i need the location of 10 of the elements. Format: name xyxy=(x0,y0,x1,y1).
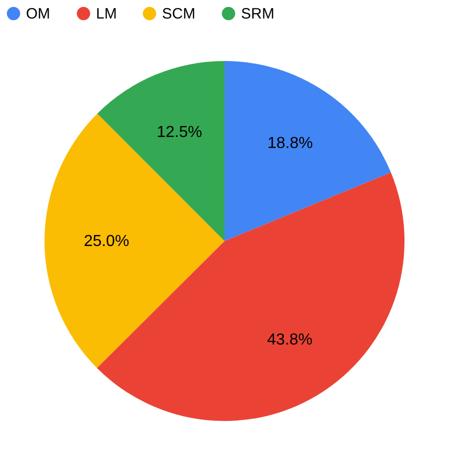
data-label: 43.8% xyxy=(267,331,313,348)
data-label: 18.8% xyxy=(267,134,313,152)
data-label: 12.5% xyxy=(156,124,202,141)
data-label: 25.0% xyxy=(84,232,130,250)
legend-label: SCM xyxy=(162,6,196,23)
legend-label: SRM xyxy=(241,6,274,23)
pie-slice xyxy=(224,61,391,241)
legend-label: OM xyxy=(26,6,50,23)
pie-slice xyxy=(44,114,224,368)
legend-label: LM xyxy=(96,6,117,23)
